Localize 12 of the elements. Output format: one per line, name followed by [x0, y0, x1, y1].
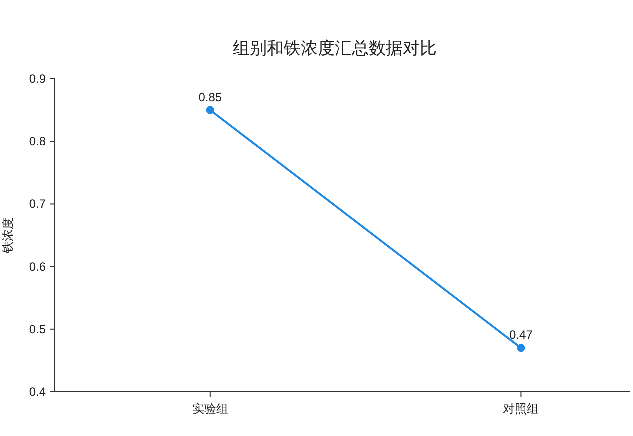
y-tick-label: 0.4: [29, 385, 46, 399]
y-axis-title: 铁浓度: [1, 218, 15, 254]
data-label: 0.85: [198, 90, 222, 104]
chart-title: 组别和铁浓度汇总数据对比: [233, 39, 437, 58]
data-label: 0.47: [510, 328, 534, 342]
y-tick-label: 0.6: [29, 260, 46, 274]
x-tick-label: 对照组: [503, 402, 540, 416]
x-tick-label: 实验组: [192, 402, 228, 416]
y-tick-label: 0.9: [29, 72, 46, 86]
y-tick-label: 0.5: [29, 322, 46, 336]
y-tick-label: 0.7: [29, 197, 46, 212]
y-tick-label: 0.8: [29, 134, 46, 149]
